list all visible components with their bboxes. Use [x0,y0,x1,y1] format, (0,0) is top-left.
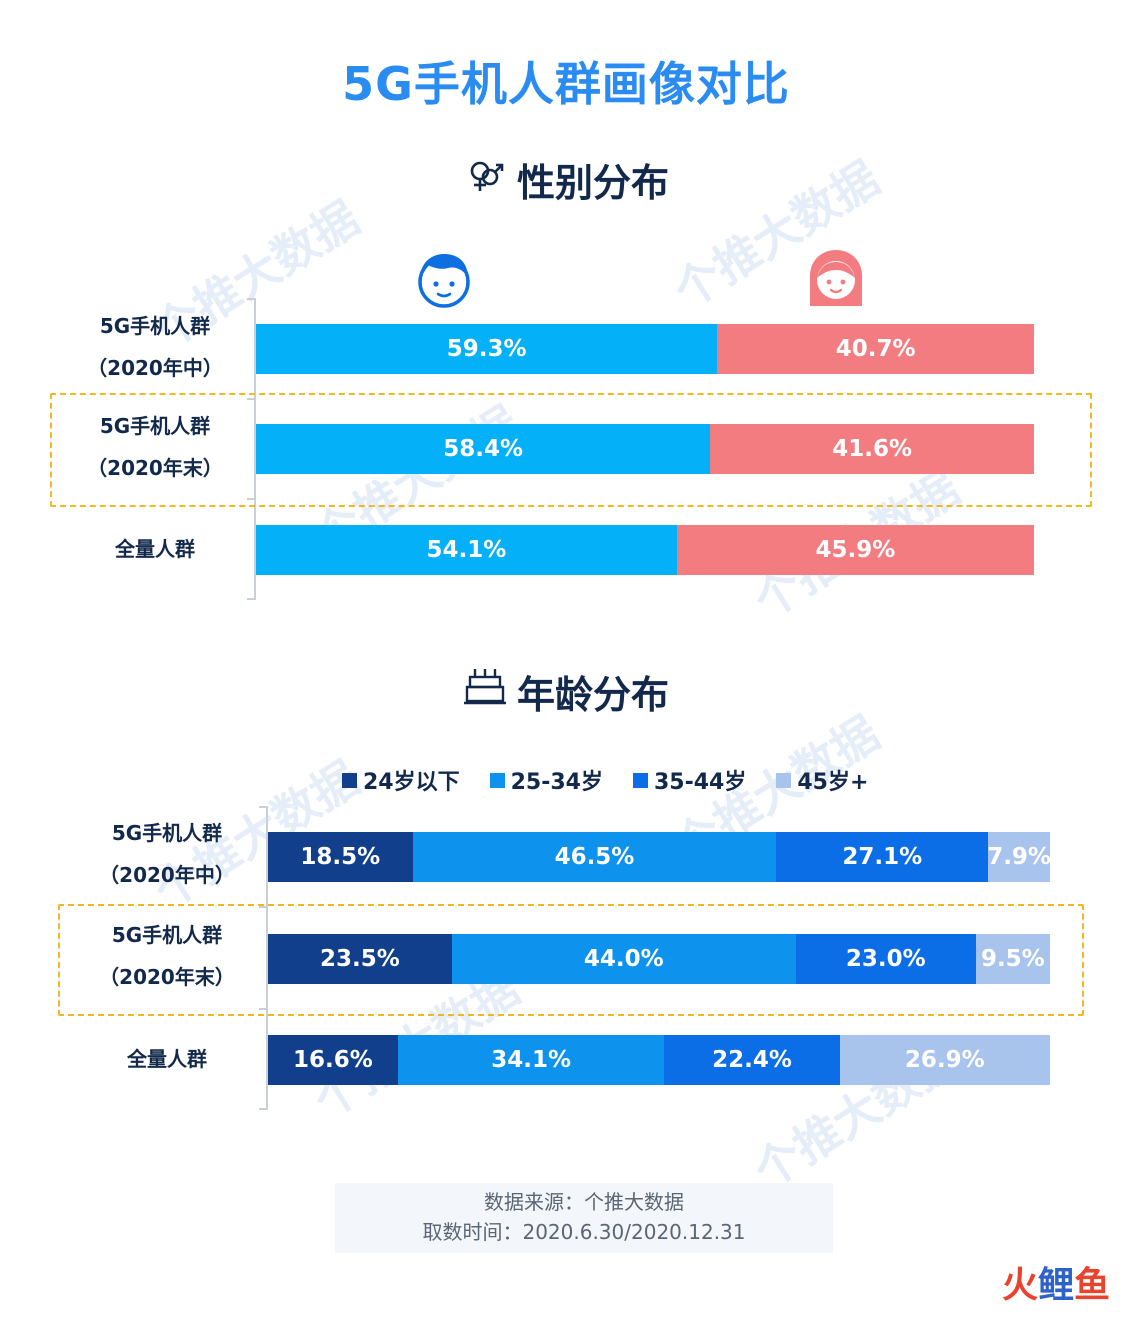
row-label-line1: 全量人群 [127,1047,207,1071]
gender-section-label: 性别分布 [516,161,669,205]
stacked-bar: 58.4% 41.6% [256,424,1034,474]
bar-segment: 26.9% [839,1035,1050,1085]
stacked-bar: 59.3% 40.7% [256,324,1034,374]
bar-value-label: 9.5% [980,946,1045,972]
brand-char: 火 [1001,1265,1038,1306]
age-section-label: 年龄分布 [516,673,669,717]
legend-label: 35-44岁 [654,770,747,795]
bar-value-label: 23.0% [845,946,926,972]
stacked-bar: 23.5% 44.0% 23.0% 9.5% [268,934,1050,984]
bar-segment: 40.7% [717,324,1034,374]
bar-value-label: 26.9% [904,1047,985,1073]
bar-segment: 59.3% [256,324,718,374]
gender-symbol-icon [463,153,507,206]
brand-logo: 火鲤鱼 [1002,1256,1110,1308]
stacked-bar: 18.5% 46.5% 27.1% 7.9% [268,832,1050,882]
bar-segment: 9.5% [975,934,1050,984]
bar-value-label: 41.6% [832,436,913,462]
legend-label: 45岁+ [797,770,869,795]
age-row-label: 全量人群 [72,1038,262,1080]
birthday-cake-icon [463,665,507,718]
bar-segment: 23.5% [268,934,452,984]
row-label-line2: （2020年中） [87,356,223,380]
page-title: 5G手机人群画像对比 [342,57,790,111]
bar-value-label: 22.4% [712,1047,792,1073]
axis-tick [247,498,255,500]
bar-segment: 44.0% [451,934,796,984]
bar-segment: 18.5% [268,832,413,882]
bar-segment: 34.1% [397,1035,665,1085]
row-label-line2: （2020年中） [99,863,235,887]
row-label-line1: 5G手机人群 [111,923,223,947]
gender-row-label: 5G手机人群 （2020年末） [60,405,250,489]
source-line: 数据来源：个推大数据 [484,1190,684,1214]
bar-value-label: 27.1% [842,844,923,870]
legend-item: 24岁以下 [342,764,460,796]
source-box: 数据来源：个推大数据 取数时间：2020.6.30/2020.12.31 [335,1183,833,1253]
axis-tick [259,1008,267,1010]
bar-segment: 46.5% [412,832,777,882]
axis-tick [247,298,255,300]
age-row-label: 5G手机人群 （2020年中） [72,812,262,896]
stacked-bar: 16.6% 34.1% 22.4% 26.9% [268,1035,1050,1085]
age-row-label: 5G手机人群 （2020年末） [72,914,262,998]
stacked-bar: 54.1% 45.9% [256,525,1034,575]
axis-tick [247,398,255,400]
bar-value-label: 46.5% [554,844,635,870]
bar-value-label: 23.5% [319,946,400,972]
bar-segment: 54.1% [256,525,677,575]
bar-value-label: 54.1% [426,537,507,563]
bar-value-label: 7.9% [987,844,1050,870]
bar-value-label: 18.5% [300,844,381,870]
highlight-box [58,904,1084,1016]
bar-segment: 16.6% [268,1035,398,1085]
row-label-line1: 5G手机人群 [99,314,211,338]
axis-tick [259,1108,267,1110]
legend-label: 24岁以下 [363,770,460,795]
row-label-line2: （2020年末） [99,965,235,989]
bar-value-label: 58.4% [443,436,524,462]
axis-tick [247,598,255,600]
bar-value-label: 59.3% [446,336,527,362]
age-section-title: 年龄分布 [0,664,1132,719]
boy-face-icon [414,250,474,314]
bar-segment: 27.1% [776,832,989,882]
brand-char: 鱼 [1073,1265,1110,1306]
age-chart-axis [266,806,268,1110]
legend-swatch [342,772,357,788]
legend-swatch [776,772,792,788]
legend-item: 25-34岁 [489,764,603,796]
bar-segment: 45.9% [676,525,1034,575]
bar-segment: 23.0% [795,934,976,984]
row-label-line1: 全量人群 [115,537,195,561]
highlight-box [50,393,1092,507]
bar-value-label: 44.0% [583,946,664,972]
bar-value-label: 40.7% [835,336,916,362]
legend-swatch [633,772,648,788]
bar-value-label: 16.6% [293,1047,373,1073]
bar-segment: 41.6% [710,424,1034,474]
legend-label: 25-34岁 [510,770,603,795]
row-label-line1: 5G手机人群 [111,821,223,845]
legend-item: 35-44岁 [633,764,746,796]
bar-value-label: 34.1% [491,1047,572,1073]
row-label-line1: 5G手机人群 [99,414,211,438]
source-date-line: 取数时间：2020.6.30/2020.12.31 [422,1220,746,1244]
bar-value-label: 45.9% [815,537,896,563]
axis-tick [259,806,267,808]
bar-segment: 22.4% [664,1035,840,1085]
axis-tick [259,906,267,908]
row-label-line2: （2020年末） [87,456,223,480]
gender-chart-axis [254,298,256,600]
gender-row-label: 全量人群 [60,528,250,570]
age-legend: 24岁以下 25-34岁 35-44岁 45岁+ [342,764,868,796]
bar-segment: 7.9% [987,832,1050,882]
gender-row-label: 5G手机人群 （2020年中） [60,305,250,389]
legend-swatch [489,772,505,788]
legend-item: 45岁+ [776,764,868,796]
girl-face-icon [806,248,866,312]
gender-section-title: 性别分布 [0,152,1132,207]
bar-segment: 58.4% [256,424,711,474]
brand-char: 鲤 [1037,1265,1074,1306]
